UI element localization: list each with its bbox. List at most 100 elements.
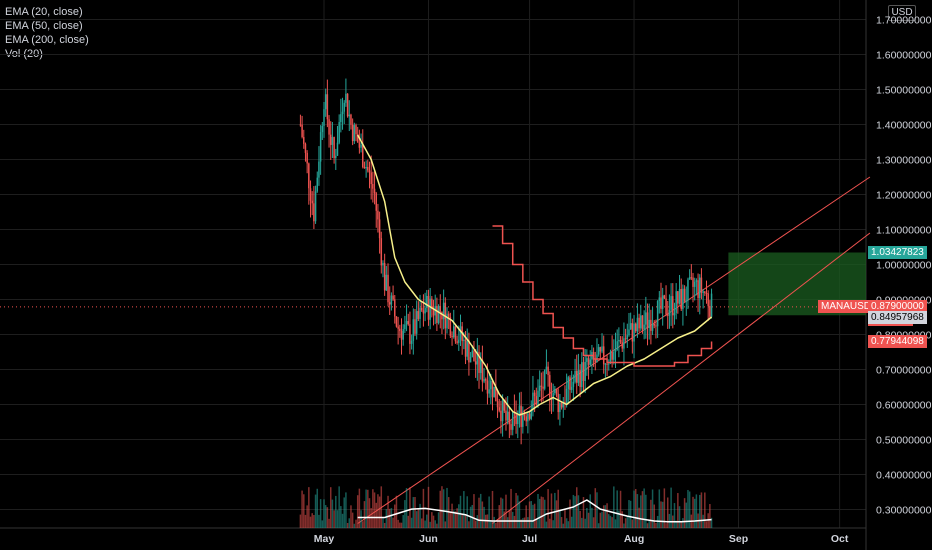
currency-button[interactable]: USD: [888, 5, 916, 21]
candle-body: [500, 410, 502, 422]
volume-bar: [466, 496, 468, 528]
candle-body: [564, 401, 566, 404]
candle-body: [682, 288, 684, 310]
volume-bar: [311, 513, 313, 528]
candle-body: [648, 319, 650, 329]
volume-bar: [338, 486, 340, 528]
volume-bar: [543, 499, 546, 528]
volume-bar: [299, 514, 302, 528]
candle-body: [402, 329, 404, 340]
candle-body: [560, 402, 563, 408]
volume-bar: [515, 492, 517, 528]
volume-bar: [579, 510, 581, 528]
candle-body: [522, 414, 524, 427]
volume-bar: [623, 523, 625, 528]
candle-body: [481, 359, 484, 382]
candle-body: [576, 371, 578, 383]
x-tick-label: Sep: [729, 533, 748, 545]
volume-bar: [316, 488, 319, 528]
volume-bar: [699, 494, 701, 528]
volume-bar: [400, 522, 403, 528]
legend-ema20[interactable]: EMA (20, close): [5, 6, 83, 18]
volume-bar: [665, 523, 667, 528]
candle-body: [485, 379, 487, 381]
candle-body: [508, 411, 511, 425]
candle-body: [646, 312, 649, 329]
candle-body: [537, 390, 539, 405]
candle-body: [476, 351, 479, 365]
candle-body: [365, 167, 367, 169]
volume-bar: [355, 519, 357, 528]
candle-body: [570, 386, 573, 390]
volume-bar: [498, 505, 500, 528]
volume-bar: [537, 493, 539, 528]
candle-body: [375, 193, 377, 211]
volume-bar: [373, 492, 376, 528]
volume-bar: [488, 496, 490, 528]
candle-body: [545, 366, 548, 370]
volume-bar: [405, 488, 408, 528]
candle-body: [695, 280, 698, 282]
candle-body: [599, 347, 602, 352]
legend-ema50[interactable]: EMA (50, close): [5, 20, 83, 32]
y-tick-label: 0.40000000: [876, 470, 932, 482]
volume-bar: [314, 494, 317, 528]
volume-bar: [591, 507, 593, 528]
volume-bar: [567, 521, 570, 528]
candle-body: [677, 291, 679, 304]
candle-body: [473, 350, 475, 362]
candle-body: [643, 324, 645, 330]
candle-body: [360, 144, 362, 148]
candle-body: [673, 312, 676, 316]
volume-bar: [446, 487, 448, 528]
volume-bar: [705, 521, 708, 528]
candle-body: [410, 340, 413, 344]
candle-body: [520, 405, 522, 427]
candle-body: [383, 262, 386, 291]
candle-body: [505, 410, 507, 421]
candle-body: [356, 134, 359, 143]
candle-body: [549, 375, 551, 398]
candle-body: [710, 293, 713, 317]
candle-body: [456, 341, 458, 343]
candle-body: [517, 415, 519, 424]
candle-body: [633, 323, 635, 342]
legend-ema200[interactable]: EMA (200, close): [5, 34, 89, 46]
volume-bar: [587, 512, 590, 528]
volume-bar: [687, 489, 689, 528]
channel-line: [492, 232, 871, 524]
candle-body: [367, 167, 369, 171]
volume-bar: [442, 489, 445, 528]
candle-body: [373, 188, 376, 194]
candle-body: [488, 389, 490, 394]
volume-bar: [474, 520, 477, 528]
volume-bar: [533, 503, 536, 528]
candle-body: [678, 288, 681, 304]
candle-body: [640, 315, 642, 329]
volume-bar: [653, 504, 656, 528]
volume-bar: [308, 487, 310, 528]
candle-body: [328, 119, 330, 135]
volume-bar: [675, 520, 677, 528]
volume-bar: [629, 500, 632, 528]
candle-body: [486, 380, 489, 394]
volume-bar: [643, 488, 645, 528]
volume-bar: [688, 491, 691, 528]
candle-body: [431, 298, 433, 309]
volume-bar: [313, 515, 315, 528]
candle-body: [641, 315, 644, 330]
candle-body: [501, 399, 504, 422]
candle-body: [483, 379, 485, 382]
candle-body: [490, 380, 492, 390]
candle-body: [651, 323, 654, 331]
candle-body: [692, 277, 694, 287]
volume-bar: [650, 499, 652, 528]
candle-body: [308, 163, 310, 189]
volume-bar: [483, 506, 485, 528]
candle-body: [533, 392, 536, 397]
candle-body: [355, 125, 357, 135]
volume-bar: [709, 504, 711, 528]
volume-bar: [569, 499, 571, 528]
volume-bar: [378, 496, 381, 528]
